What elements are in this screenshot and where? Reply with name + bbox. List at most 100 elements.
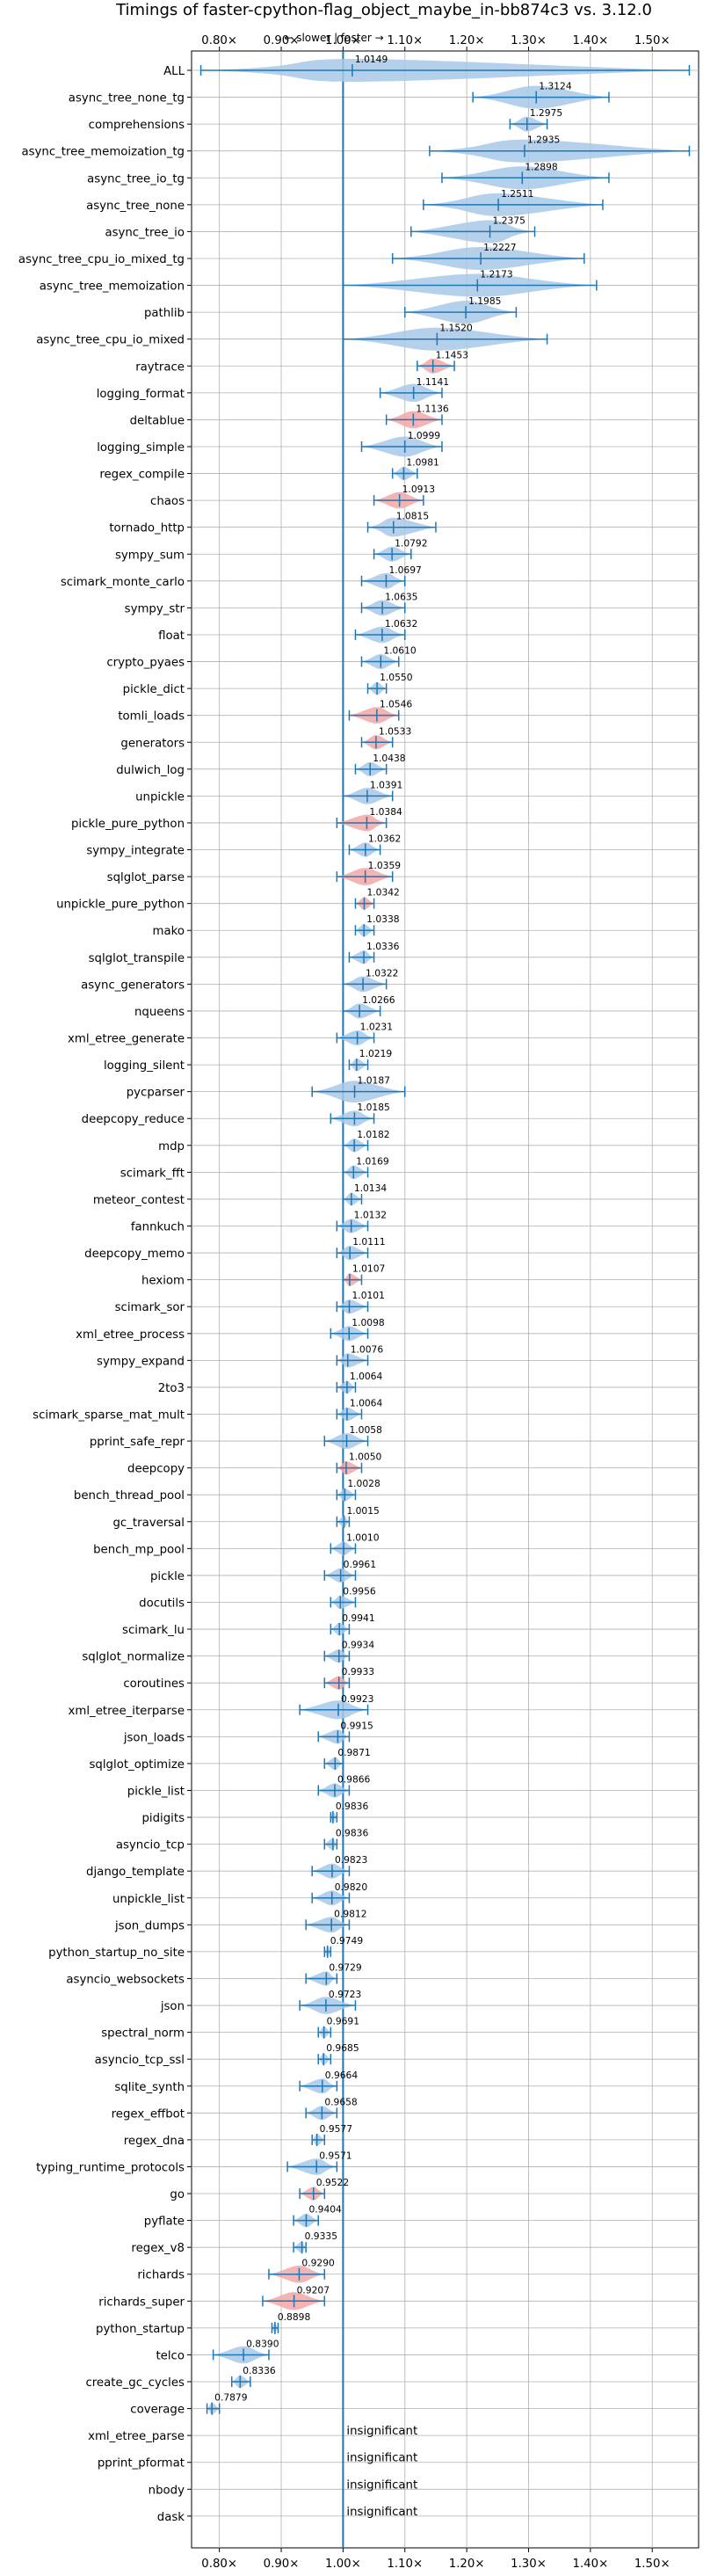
value-label: 1.0999	[408, 430, 441, 441]
benchmark-label: async_tree_cpu_io_mixed	[36, 334, 185, 347]
insignificant-label: insignificant	[346, 2452, 417, 2465]
value-label: 1.0359	[368, 860, 402, 871]
benchmark-label: sympy_integrate	[86, 845, 185, 858]
benchmark-label: sympy_sum	[115, 549, 185, 562]
benchmark-label: hexiom	[141, 1275, 185, 1288]
benchmark-label: logging_simple	[97, 441, 185, 455]
benchmark-label: docutils	[139, 1597, 185, 1610]
x-tick-label-top: 0.90×	[264, 34, 300, 47]
benchmark-label: python_startup_no_site	[48, 1947, 185, 1960]
value-label: 0.9836	[336, 1801, 369, 1812]
benchmark-label: ALL	[163, 65, 185, 78]
value-label: 0.9658	[324, 2096, 358, 2107]
benchmark-label: regex_dna	[124, 2135, 185, 2148]
value-label: 1.0913	[402, 484, 435, 495]
benchmark-label: deepcopy	[127, 1463, 185, 1476]
benchmark-label: scimark_monte_carlo	[61, 576, 185, 589]
benchmark-label: pickle_pure_python	[71, 818, 185, 831]
value-label: 1.0132	[354, 1210, 387, 1221]
value-label: 1.0384	[369, 806, 402, 818]
value-label: 1.2227	[483, 242, 516, 253]
value-label: 0.9729	[329, 1961, 362, 1973]
benchmark-label: json_loads	[123, 1731, 185, 1744]
grid-layer	[192, 51, 699, 2548]
value-label: 1.0981	[406, 457, 438, 469]
value-label: 1.1136	[416, 403, 449, 414]
benchmark-label: 2to3	[158, 1382, 185, 1395]
value-label: 1.2898	[525, 161, 558, 172]
value-label: 1.0064	[350, 1371, 383, 1382]
value-label: 1.0697	[388, 564, 421, 576]
benchmark-label: deepcopy_memo	[84, 1248, 185, 1261]
value-label: 1.0149	[355, 54, 388, 65]
value-label: 1.0342	[366, 887, 399, 899]
benchmark-label: nbody	[149, 2484, 185, 2497]
value-label: 0.9934	[342, 1640, 375, 1651]
x-tick-label-bottom: 1.50×	[634, 2558, 670, 2571]
value-label: 0.9836	[336, 1828, 369, 1839]
value-label: 1.1985	[468, 295, 501, 307]
value-label: 0.9207	[297, 2284, 330, 2296]
benchmark-label: scimark_fft	[120, 1167, 185, 1180]
benchmark-label: pprint_pformat	[98, 2457, 185, 2470]
value-label: 1.0169	[356, 1155, 389, 1167]
value-label: 1.0134	[354, 1182, 388, 1194]
value-label: 0.9956	[343, 1585, 376, 1597]
x-tick-label-bottom: 1.30×	[511, 2558, 547, 2571]
value-label: 1.0028	[347, 1478, 380, 1489]
benchmark-label: unpickle	[135, 790, 185, 804]
x-tick-label-top: 0.80×	[201, 34, 237, 47]
benchmark-label: scimark_sparse_mat_mult	[33, 1409, 185, 1423]
benchmark-label: logging_silent	[104, 1059, 185, 1073]
value-label: 1.0266	[362, 994, 395, 1006]
x-tick-label-top: 1.40×	[572, 34, 608, 47]
benchmark-label: async_tree_none_tg	[69, 92, 185, 106]
value-label: 0.9915	[340, 1720, 373, 1731]
value-label: 0.9866	[337, 1773, 371, 1785]
value-label: 0.9664	[325, 2070, 359, 2081]
value-label: 1.0533	[379, 725, 411, 737]
benchmark-label: sqlglot_optimize	[90, 1758, 185, 1772]
value-label: 1.2511	[501, 188, 533, 200]
benchmark-label: tornado_http	[109, 522, 185, 535]
value-label: 0.8336	[243, 2365, 276, 2376]
x-tick-label-bottom: 1.20×	[449, 2558, 485, 2571]
value-label: 1.0076	[351, 1343, 384, 1355]
value-label: 1.0792	[395, 537, 427, 549]
benchmark-label: spectral_norm	[101, 2027, 185, 2041]
benchmark-label: xml_etree_generate	[68, 1033, 185, 1046]
benchmark-label: sqlglot_transpile	[89, 952, 185, 965]
benchmark-label: typing_runtime_protocols	[36, 2161, 185, 2174]
benchmark-label: scimark_lu	[122, 1624, 185, 1637]
benchmark-label: richards_super	[98, 2296, 185, 2309]
benchmark-label: pprint_safe_repr	[90, 1436, 185, 1449]
benchmark-label: logging_format	[97, 388, 185, 401]
benchmark-label: deltablue	[130, 414, 185, 427]
value-label: 0.9290	[301, 2258, 335, 2269]
value-label: 1.1141	[417, 376, 449, 388]
x-tick-label-top: 1.30×	[511, 34, 547, 47]
plot-frame	[191, 50, 699, 2549]
benchmark-label: xml_etree_process	[76, 1328, 185, 1342]
benchmark-label: unpickle_list	[112, 1893, 185, 1906]
value-label: 1.0336	[366, 941, 400, 952]
x-tick-label-top: 1.50×	[634, 34, 670, 47]
benchmark-label: regex_v8	[131, 2242, 185, 2255]
benchmark-label: pickle_list	[127, 1785, 185, 1798]
benchmark-label: mako	[153, 925, 185, 938]
value-label: 0.9749	[330, 1935, 364, 1947]
benchmark-label: pickle_dict	[123, 683, 185, 696]
value-label: 1.0322	[366, 967, 398, 979]
benchmark-label: pidigits	[141, 1812, 185, 1825]
value-label: 0.9923	[341, 1693, 373, 1705]
benchmark-label: async_tree_memoization	[40, 280, 185, 294]
value-label: 1.0338	[366, 913, 400, 925]
value-label: 0.9933	[342, 1666, 374, 1677]
chart-title: Timings of faster-cpython-flag_object_ma…	[115, 1, 652, 19]
value-label: 0.8898	[278, 2311, 311, 2323]
benchmark-label: meteor_contest	[93, 1194, 185, 1207]
value-label: 0.9871	[337, 1747, 370, 1758]
value-label: 1.2975	[530, 107, 562, 119]
value-label: 1.0632	[385, 618, 417, 629]
